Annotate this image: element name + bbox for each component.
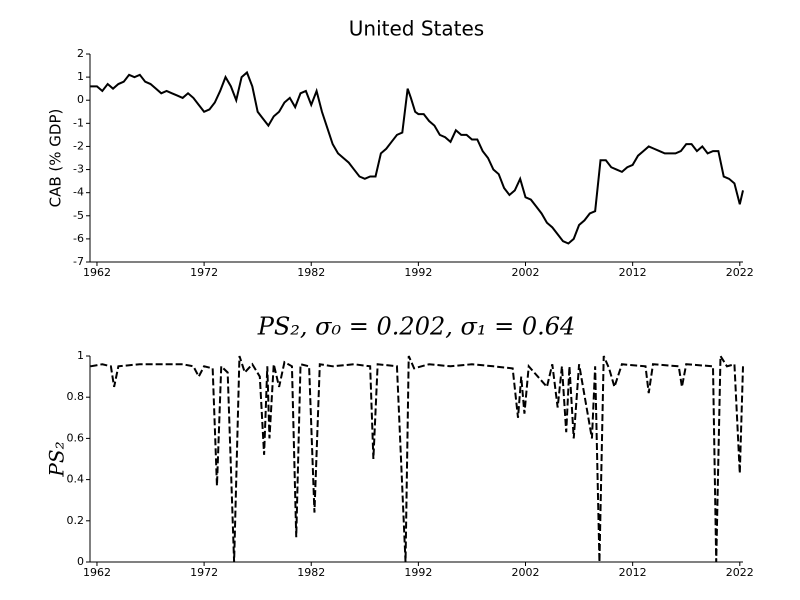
data-line <box>90 70 744 245</box>
y-tick-label: -1 <box>73 116 84 129</box>
y-tick-label: -6 <box>73 232 84 245</box>
y-tick-label: 0 <box>77 555 84 568</box>
x-tick-label: 2002 <box>512 266 540 279</box>
x-tick-label: 1962 <box>83 566 111 579</box>
y-tick-label: -5 <box>73 209 84 222</box>
y-tick-label: -4 <box>73 186 84 199</box>
x-tick-label: 1992 <box>404 266 432 279</box>
chart-title: PS₂, σ₀ = 0.202, σ₁ = 0.64 <box>257 313 576 341</box>
y-tick-label: 0.2 <box>67 514 85 527</box>
y-tick-label: -3 <box>73 163 84 176</box>
data-line <box>90 352 744 563</box>
y-tick-label: -7 <box>73 255 84 268</box>
x-tick-label: 2012 <box>619 566 647 579</box>
y-tick-label: 1 <box>77 349 84 362</box>
x-tick-label: 1972 <box>190 266 218 279</box>
y-tick-label: 2 <box>77 47 84 60</box>
y-tick-label: -2 <box>73 139 84 152</box>
y-tick-label: 0.6 <box>67 431 85 444</box>
y-axis-label: PS₂ <box>45 441 69 477</box>
y-tick-label: 0 <box>77 93 84 106</box>
x-tick-label: 1982 <box>297 266 325 279</box>
y-axis-label: CAB (% GDP) <box>47 109 65 208</box>
x-tick-label: 2012 <box>619 266 647 279</box>
x-tick-label: 2022 <box>726 266 754 279</box>
y-tick-label: 0.4 <box>67 473 85 486</box>
y-tick-label: 0.8 <box>67 390 85 403</box>
x-tick-label: 1982 <box>297 566 325 579</box>
chart-title: United States <box>349 17 484 41</box>
x-tick-label: 1992 <box>404 566 432 579</box>
x-tick-label: 1962 <box>83 266 111 279</box>
y-tick-label: 1 <box>77 70 84 83</box>
x-tick-label: 1972 <box>190 566 218 579</box>
x-tick-label: 2022 <box>726 566 754 579</box>
x-tick-label: 2002 <box>512 566 540 579</box>
